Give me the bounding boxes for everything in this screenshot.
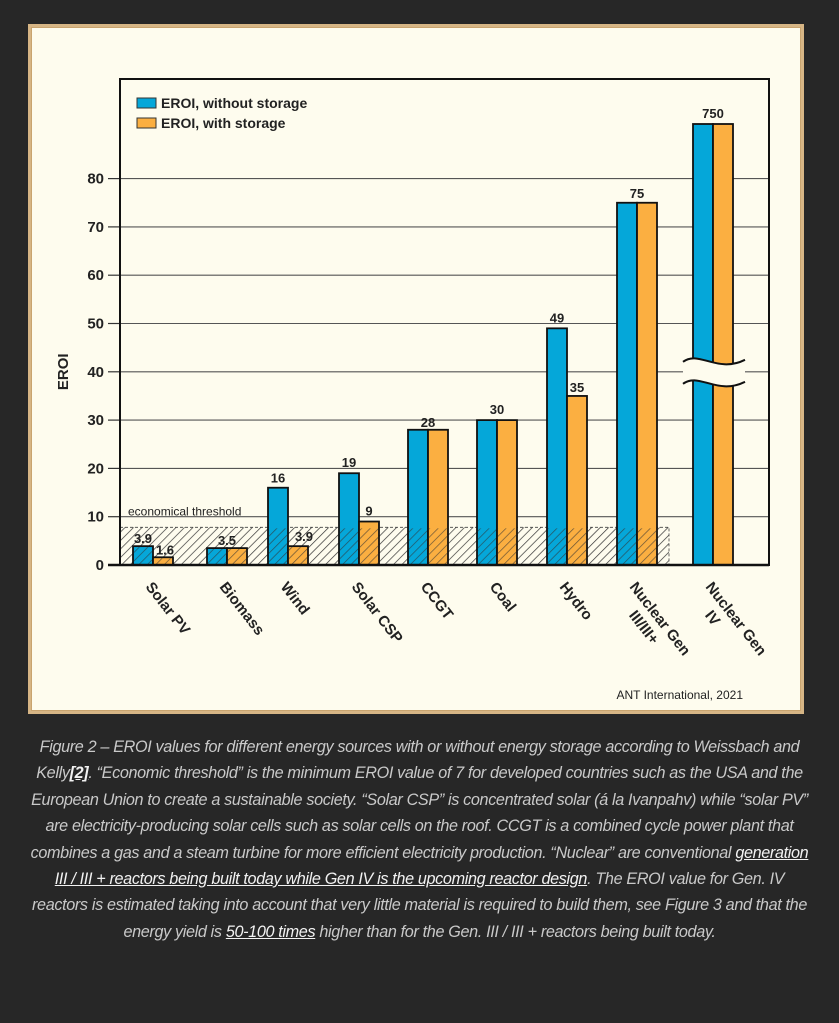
bar-threshold-hatch [360,528,378,564]
axis-break-gap [683,358,745,387]
bar-threshold-hatch [154,558,172,564]
bar-threshold-hatch [429,528,447,564]
legend: EROI, without storage EROI, with storage [136,95,307,131]
caption-text: higher than for the Gen. III / III + rea… [315,922,716,941]
x-tick-label: Solar PV [142,579,193,638]
caption-link[interactable]: 50-100 times [225,922,316,941]
caption-text: Figure 2 – EROI values for different ene… [36,738,800,783]
axis-break-line [682,379,746,388]
data-label: 1.6 [156,542,174,557]
caption-link[interactable]: generation III / III + reactors being bu… [54,843,809,889]
y-tick-label: 40 [87,364,104,381]
y-tick-label: 10 [87,509,104,526]
y-tick-label: 50 [87,316,104,333]
data-label: 9 [365,504,372,519]
y-tick-label: 70 [87,219,104,236]
x-tick-label-line: Coal [486,579,519,615]
figure-caption: Figure 2 – EROI values for different ene… [30,734,809,945]
bar-threshold-hatch [409,528,427,564]
y-tick-label: 80 [87,171,104,188]
x-tick-label-line: Biomass [216,579,268,639]
bar-threshold-hatch [269,528,287,564]
data-label: 30 [490,402,504,417]
bar-threshold-hatch [478,528,496,564]
data-label: 3.9 [134,531,152,546]
y-tick-label: 30 [87,412,104,429]
bar-with-storage [636,201,658,566]
x-tick-label: Solar CSP [348,579,406,647]
bar-threshold-hatch [228,549,246,564]
x-tick-label: Hydro [556,579,596,624]
reference-link[interactable]: [2] [69,764,89,783]
bar-threshold-hatch [638,528,656,564]
data-label: 28 [421,415,435,430]
data-label: 49 [550,310,564,325]
bar-threshold-hatch [618,528,636,564]
bar-without-storage [692,123,714,566]
x-tick-label-line: Solar PV [142,579,193,638]
caption-text: . The EROI value for Gen. IV reactors is… [32,870,807,941]
y-tick-label: 20 [87,460,104,477]
y-tick-label: 0 [96,557,104,574]
x-tick-label: CCGT [417,579,457,623]
legend-swatch-with-storage [136,117,157,129]
legend-swatch-without-storage [136,97,157,109]
caption-text: . “Economic threshold” is the minimum ER… [30,764,809,862]
x-tick-label-line: Wind [277,579,313,618]
bar-threshold-hatch [498,528,516,564]
x-tick-label-line: Solar CSP [348,579,406,647]
legend-label: EROI, with storage [161,115,286,131]
bar-with-storage [712,123,734,566]
eroi-bar-chart: 0 10 20 30 40 50 60 70 80 EROI economical thresho… [55,78,770,702]
x-tick-label: Coal [486,579,519,615]
legend-label: EROI, without storage [161,95,307,111]
bar-threshold-hatch [568,528,586,564]
figure-frame: 0 10 20 30 40 50 60 70 80 EROI economical thresho… [28,24,804,714]
data-label: 3.9 [295,529,313,544]
threshold-label: economical threshold [128,504,241,518]
bar-threshold-hatch [289,547,307,564]
y-tick-label: 60 [87,267,104,284]
x-tick-label: Wind [277,579,313,618]
data-label: 3.5 [218,533,236,548]
data-label: 35 [570,380,584,395]
source-credit: ANT International, 2021 [616,688,743,702]
y-axis-label: EROI [55,353,72,390]
data-label: 750 [702,106,724,121]
data-label: 19 [342,455,356,470]
bar-threshold-hatch [134,547,152,564]
bar-threshold-hatch [208,549,226,564]
x-tick-label-line: CCGT [417,579,457,623]
bar-without-storage [616,201,638,566]
axis-break-line [682,357,746,366]
bar-threshold-hatch [340,528,358,564]
data-label: 16 [271,471,285,486]
x-tick-label-line: Hydro [556,579,596,624]
data-label: 75 [630,186,644,201]
x-tick-label: Biomass [216,579,268,639]
bar-threshold-hatch [548,528,566,564]
